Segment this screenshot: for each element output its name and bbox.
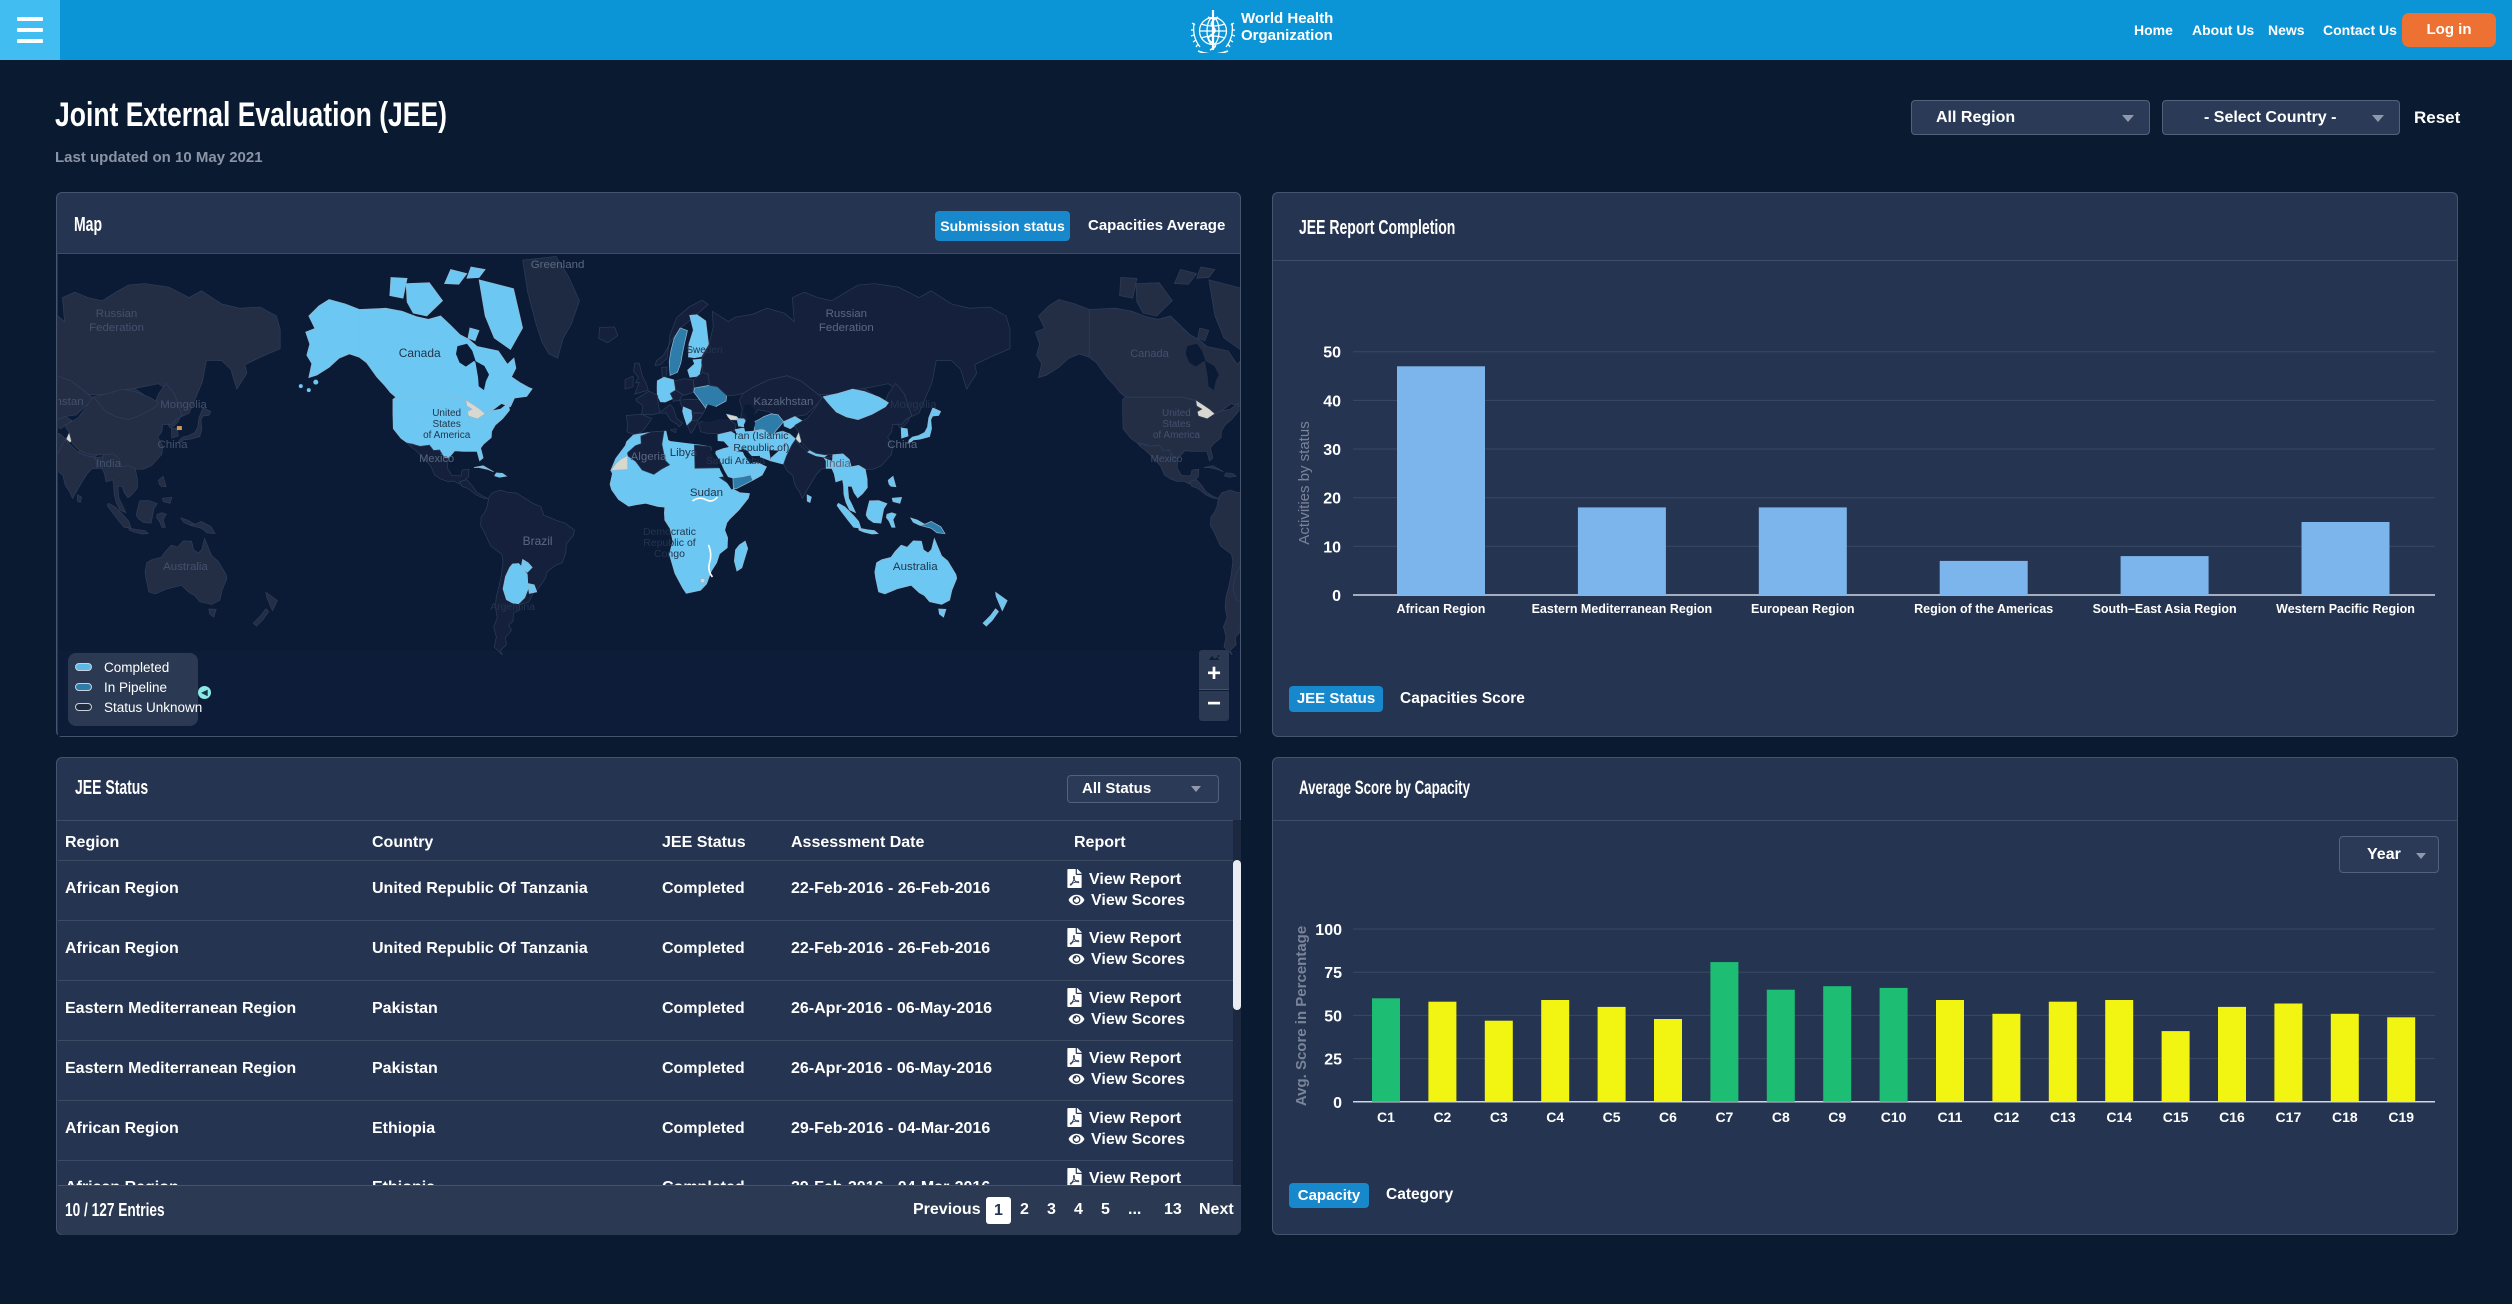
svg-text:China: China [887, 439, 918, 451]
svg-text:10: 10 [1323, 539, 1341, 556]
svg-text:20: 20 [1323, 491, 1341, 508]
svg-text:Argentina: Argentina [490, 602, 535, 613]
svg-text:African Region: African Region [1397, 602, 1486, 616]
svg-text:C3: C3 [1490, 1109, 1508, 1125]
svg-text:C1: C1 [1377, 1109, 1395, 1125]
svg-text:States: States [433, 419, 461, 430]
svg-text:Republic of): Republic of) [733, 443, 789, 454]
svg-text:Brazil: Brazil [523, 534, 553, 548]
svg-text:C15: C15 [2163, 1109, 2189, 1125]
svg-text:C16: C16 [2219, 1109, 2245, 1125]
svg-text:C8: C8 [1772, 1109, 1790, 1125]
svg-text:United: United [432, 408, 461, 419]
svg-text:United: United [1162, 408, 1191, 419]
svg-text:50: 50 [1324, 1008, 1342, 1025]
svg-text:C17: C17 [2276, 1109, 2302, 1125]
svg-text:Canada: Canada [1130, 348, 1169, 360]
svg-text:of America: of America [1153, 430, 1201, 441]
svg-text:Russian: Russian [826, 308, 868, 320]
svg-text:Australia: Australia [163, 561, 208, 573]
svg-text:75: 75 [1324, 965, 1342, 982]
svg-text:China: China [157, 439, 188, 451]
svg-text:50: 50 [1323, 345, 1341, 362]
svg-text:C9: C9 [1828, 1109, 1846, 1125]
svg-text:C2: C2 [1433, 1109, 1451, 1125]
svg-text:Sweden: Sweden [686, 345, 722, 356]
svg-text:Mongolia: Mongolia [890, 399, 937, 411]
svg-text:25: 25 [1324, 1052, 1342, 1069]
svg-text:Democratic: Democratic [643, 527, 696, 538]
svg-text:C4: C4 [1546, 1109, 1564, 1125]
svg-text:Russian: Russian [96, 308, 138, 320]
svg-text:Republic of: Republic of [643, 538, 696, 549]
svg-text:40: 40 [1323, 393, 1341, 410]
svg-text:Congo: Congo [654, 549, 685, 560]
svg-text:C5: C5 [1603, 1109, 1621, 1125]
svg-text:Federation: Federation [819, 322, 874, 334]
svg-text:South–East Asia Region: South–East Asia Region [2093, 602, 2237, 616]
svg-text:Activities by status: Activities by status [1296, 421, 1313, 544]
svg-text:of America: of America [423, 430, 471, 441]
svg-text:0: 0 [1333, 1095, 1342, 1112]
svg-text:0: 0 [1332, 588, 1341, 605]
svg-text:India: India [826, 458, 852, 470]
svg-text:Canada: Canada [399, 346, 441, 360]
svg-text:Australia: Australia [893, 561, 938, 573]
svg-text:Eastern Mediterranean Region: Eastern Mediterranean Region [1532, 602, 1713, 616]
svg-text:C13: C13 [2050, 1109, 2076, 1125]
svg-text:C14: C14 [2106, 1109, 2132, 1125]
svg-text:C12: C12 [1994, 1109, 2020, 1125]
svg-text:C10: C10 [1881, 1109, 1907, 1125]
svg-text:Sudan: Sudan [690, 487, 723, 499]
svg-text:C6: C6 [1659, 1109, 1677, 1125]
svg-text:Saudi Arabia: Saudi Arabia [706, 456, 766, 467]
svg-text:Algeria: Algeria [631, 451, 667, 463]
svg-text:European Region: European Region [1751, 602, 1854, 616]
svg-text:C11: C11 [1938, 1109, 1963, 1125]
svg-text:Mexico: Mexico [419, 453, 454, 465]
svg-text:Mongolia: Mongolia [160, 399, 207, 411]
svg-text:C7: C7 [1715, 1109, 1733, 1125]
svg-text:Kazakhstan: Kazakhstan [58, 396, 84, 408]
svg-text:Mexico: Mexico [1151, 454, 1183, 465]
svg-text:C19: C19 [2388, 1109, 2414, 1125]
svg-text:Region of the Americas: Region of the Americas [1914, 602, 2053, 616]
svg-text:Federation: Federation [89, 322, 144, 334]
svg-text:States: States [1162, 419, 1190, 430]
svg-text:Libya: Libya [670, 447, 698, 459]
svg-text:India: India [96, 458, 122, 470]
svg-text:Greenland: Greenland [531, 259, 585, 271]
svg-text:100: 100 [1315, 922, 1342, 939]
svg-text:30: 30 [1323, 442, 1341, 459]
svg-text:Avg. Score in Percentage: Avg. Score in Percentage [1293, 926, 1310, 1106]
svg-text:ran (Islamic: ran (Islamic [734, 431, 788, 442]
svg-text:C18: C18 [2332, 1109, 2358, 1125]
svg-text:Western Pacific Region: Western Pacific Region [2276, 602, 2415, 616]
svg-text:Kazakhstan: Kazakhstan [753, 396, 813, 408]
